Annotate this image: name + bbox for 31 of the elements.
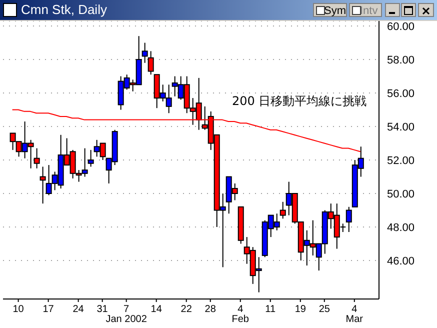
candlestick [88,149,94,168]
y-tick-label: 56.00 [387,88,415,100]
x-tick-label: 14 [150,304,162,315]
candlestick [280,201,286,220]
candlestick [148,50,154,76]
text: Intv [349,3,382,17]
x-tick-label: 24 [72,304,84,315]
x-tick-label: 4 Feb [232,304,250,325]
candlestick [142,42,148,64]
x-tick-label: 19 [294,304,306,315]
x-tick-label: 10 [12,304,24,315]
y-tick-label: 58.00 [387,54,415,66]
x-tick-label: 11 [265,304,276,315]
text: Sym [313,3,347,17]
candlestick [346,206,352,233]
y-tick-label: 60.00 [387,20,415,33]
x-tick-label: 25 [318,304,330,315]
x-tick-label: 17 [42,304,54,315]
annotation: 200 日移動平均線に挑戦 [232,93,367,110]
y-tick-label: 52.00 [387,154,415,167]
candlestick [34,148,40,169]
x-tick-label: 4 Mar [346,304,364,325]
y-tick-label: 50.00 [387,188,415,200]
x-tick-label: 31 [96,304,108,315]
y-tick-label: 54.00 [387,121,415,134]
x-tick-label: 28 [204,304,216,315]
y-tick-label: 48.00 [387,222,415,234]
chart-title: Cmn Stk, Daily [21,2,107,17]
x-tick-label: 22 [180,304,192,315]
y-tick-label: 46.00 [387,255,415,268]
candlestick [40,166,46,204]
